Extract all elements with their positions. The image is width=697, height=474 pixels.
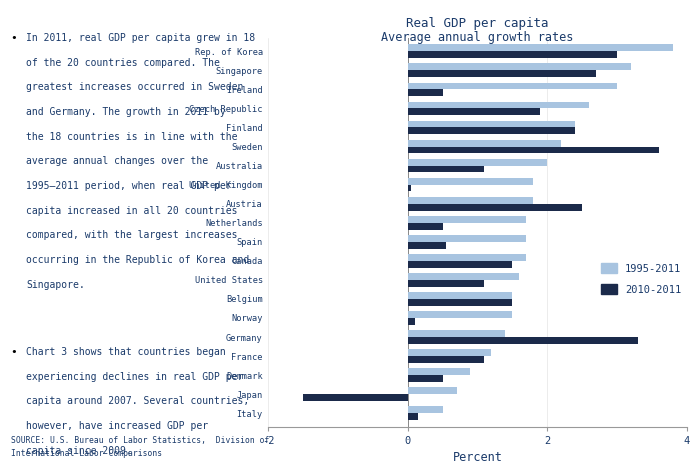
Bar: [408, 375, 443, 382]
Bar: [408, 330, 505, 337]
Bar: [408, 101, 589, 109]
Bar: [408, 413, 418, 420]
Bar: [408, 337, 638, 344]
Bar: [408, 159, 547, 165]
Bar: [408, 356, 484, 363]
Bar: [408, 318, 415, 325]
Bar: [408, 368, 470, 375]
Bar: [408, 273, 519, 280]
Bar: [408, 254, 526, 261]
Bar: [408, 185, 411, 191]
Bar: [408, 197, 533, 204]
Bar: [408, 235, 526, 242]
Bar: [408, 223, 443, 229]
Bar: [408, 280, 484, 287]
Text: •: •: [10, 33, 17, 43]
Text: •: •: [10, 347, 17, 357]
Text: compared, with the largest increases: compared, with the largest increases: [26, 230, 238, 240]
Text: average annual changes over the: average annual changes over the: [26, 156, 208, 166]
Bar: [408, 45, 673, 51]
Bar: [408, 109, 540, 115]
Text: SOURCE: U.S. Bureau of Labor Statistics,  Division of
International Labor Compar: SOURCE: U.S. Bureau of Labor Statistics,…: [10, 436, 269, 457]
Bar: [408, 128, 575, 134]
Text: Real GDP per capita: Real GDP per capita: [406, 17, 549, 29]
Bar: [408, 406, 443, 413]
Bar: [408, 311, 512, 318]
Text: capita since 2009.: capita since 2009.: [26, 446, 132, 456]
Bar: [408, 146, 659, 154]
Text: Average annual growth rates: Average annual growth rates: [381, 31, 574, 44]
X-axis label: Percent: Percent: [452, 451, 503, 464]
Text: capita increased in all 20 countries: capita increased in all 20 countries: [26, 206, 238, 216]
Text: 1995–2011 period, when real GDP per: 1995–2011 period, when real GDP per: [26, 181, 232, 191]
Bar: [408, 82, 617, 90]
Bar: [408, 349, 491, 356]
Text: occurring in the Republic of Korea and: occurring in the Republic of Korea and: [26, 255, 250, 265]
Bar: [408, 165, 484, 173]
Text: greatest increases occurred in Sweden: greatest increases occurred in Sweden: [26, 82, 244, 92]
Text: the 18 countries is in line with the: the 18 countries is in line with the: [26, 132, 238, 142]
Bar: [408, 204, 582, 210]
Bar: [303, 394, 408, 401]
Text: of the 20 countries compared. The: of the 20 countries compared. The: [26, 58, 220, 68]
Bar: [408, 292, 512, 299]
Text: capita around 2007. Several countries,: capita around 2007. Several countries,: [26, 396, 250, 406]
Bar: [408, 178, 533, 185]
Bar: [408, 261, 512, 268]
Bar: [408, 51, 617, 58]
Bar: [408, 216, 526, 223]
Bar: [408, 70, 596, 77]
Bar: [408, 90, 443, 96]
Bar: [408, 242, 446, 249]
Text: In 2011, real GDP per capita grew in 18: In 2011, real GDP per capita grew in 18: [26, 33, 256, 43]
Bar: [408, 299, 512, 306]
Text: Chart 3 shows that countries began: Chart 3 shows that countries began: [26, 347, 227, 357]
Text: experiencing declines in real GDP per: experiencing declines in real GDP per: [26, 372, 244, 382]
Bar: [408, 387, 457, 394]
Bar: [408, 64, 631, 70]
Text: however, have increased GDP per: however, have increased GDP per: [26, 421, 208, 431]
Bar: [408, 140, 561, 146]
Text: and Germany. The growth in 2011 by: and Germany. The growth in 2011 by: [26, 107, 227, 117]
Legend: 1995-2011, 2010-2011: 1995-2011, 2010-2011: [597, 259, 686, 299]
Bar: [408, 120, 575, 128]
Text: Singapore.: Singapore.: [26, 280, 85, 290]
